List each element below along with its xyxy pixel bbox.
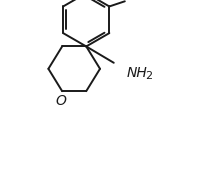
Text: 2: 2 [145, 71, 152, 81]
Text: O: O [56, 94, 67, 108]
Text: NH: NH [127, 66, 147, 80]
